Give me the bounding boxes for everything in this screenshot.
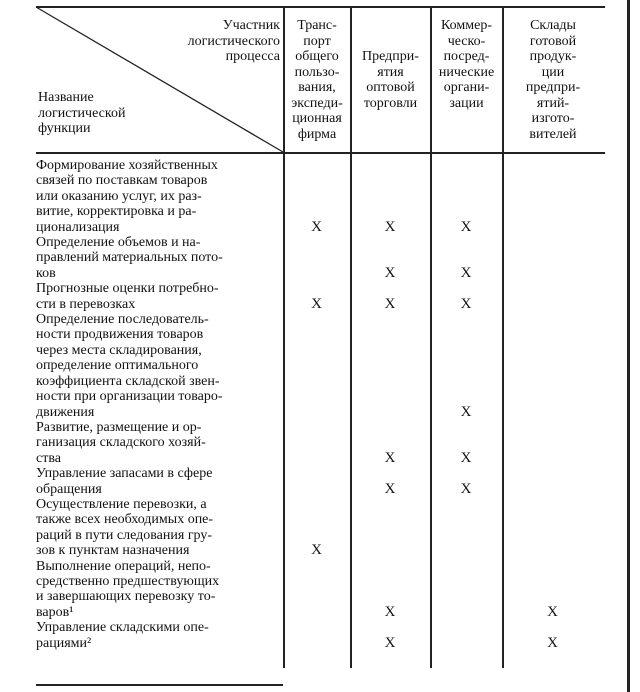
page-edge-line [627,0,630,692]
mark-wholesale [350,312,430,420]
mark-warehouses [502,420,603,466]
mark-warehouses: X [547,603,558,620]
function-name: Определение объемов и на- правлений мате… [36,235,223,281]
table-row: Выполнение операций, непо- средственно п… [36,559,603,621]
mark-transport [283,312,350,420]
mark-wholesale: X [384,480,396,497]
mark-intermediary: X [460,295,472,312]
mark-warehouses [502,312,603,420]
function-name: Управление запасами в сфере обращения [36,466,213,497]
mark-transport [283,559,350,621]
table-row: Осуществление перевозки, а также всех не… [36,497,603,559]
column-header-transport: Транс- порт общего пользо- вания, экспед… [291,18,343,142]
function-name: Прогнозные оценки потребно- сти в перево… [36,281,219,312]
mark-intermediary: X [460,403,472,420]
function-name: Определение последователь- ности продвиж… [36,312,223,420]
mark-warehouses [502,235,603,281]
mark-wholesale: X [384,264,396,281]
mark-wholesale: X [384,603,396,620]
mark-transport [283,235,350,281]
mark-intermediary [430,559,502,621]
column-header-intermediary: Коммер- ческо- посред- нические органи- … [438,18,495,111]
column-header-warehouses: Склады готовой продук- ции предпри- ятий… [525,18,581,142]
mark-transport: X [311,218,322,235]
mark-intermediary: X [460,480,472,497]
mark-intermediary: X [460,218,472,235]
mark-wholesale: X [384,295,396,312]
function-name: Развитие, размещение и ор- ганизация скл… [36,419,206,466]
header-diagonal [35,6,284,153]
mark-wholesale: X [384,449,396,466]
mark-intermediary: X [460,449,472,466]
mark-transport [283,420,350,466]
table-row: Формирование хозяйственных связей по пос… [36,158,603,235]
table-row: Прогнозные оценки потребно- сти в перево… [36,281,603,312]
mark-warehouses [502,158,603,235]
function-name: Осуществление перевозки, а также всех не… [36,496,214,559]
mark-wholesale [350,497,430,559]
logistics-functions-table: Формирование хозяйственных связей по пос… [36,158,603,651]
table-row: Определение объемов и на- правлений мате… [36,235,603,281]
table-top-rule [36,6,605,8]
mark-warehouses [502,466,603,497]
function-header-label: Название логистической функции [38,90,126,136]
participant-header-label: Участник логистического процесса [187,18,280,64]
column-divider [283,6,285,668]
mark-transport: X [311,542,322,559]
column-divider [502,6,504,668]
function-name: Выполнение операций, непо- средственно п… [36,558,220,620]
mark-transport: X [311,295,322,312]
mark-warehouses [502,281,603,312]
mark-intermediary [430,620,502,651]
header-bottom-rule [36,152,605,154]
column-divider [350,6,352,668]
mark-wholesale: X [384,634,396,651]
column-header-wholesale: Предпри- ятия оптовой торговли [362,49,419,111]
function-name: Управление складскими опе- рациями² [36,620,209,651]
function-name: Формирование хозяйственных связей по пос… [36,158,218,235]
mark-transport [283,466,350,497]
footnote-rule [36,684,283,686]
mark-intermediary: X [460,264,472,281]
table-row: Развитие, размещение и ор- ганизация скл… [36,420,603,466]
column-divider [430,6,432,668]
table-row: Управление складскими опе- рациями² X X [36,620,603,651]
mark-transport [283,620,350,651]
table-row: Управление запасами в сфере обращения X X [36,466,603,497]
mark-wholesale: X [384,218,396,235]
mark-warehouses: X [547,634,558,651]
mark-warehouses [502,497,603,559]
mark-intermediary [430,497,502,559]
table-row: Определение последователь- ности продвиж… [36,312,603,420]
